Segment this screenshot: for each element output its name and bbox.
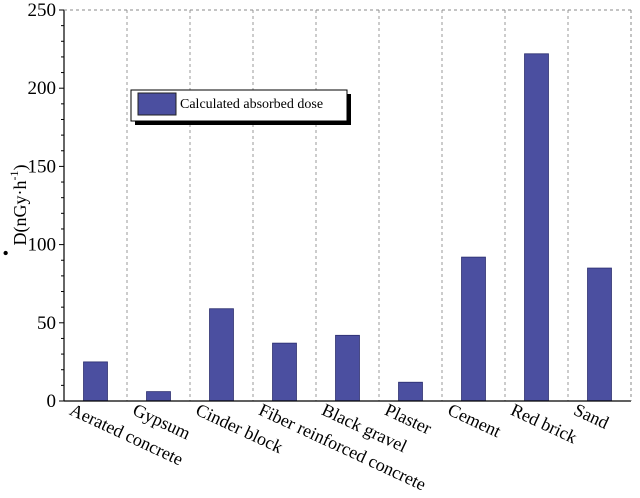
y-axis-label-sup: -1 xyxy=(7,171,21,181)
legend-label: Calculated absorbed dose xyxy=(180,97,323,112)
bar xyxy=(461,256,486,402)
bar xyxy=(272,342,297,402)
bar xyxy=(83,361,108,402)
y-tick-label: 50 xyxy=(37,313,56,334)
y-ticks-group: 0 50 100 150 200 250 xyxy=(28,0,64,412)
bar xyxy=(146,391,171,402)
bar xyxy=(335,334,360,402)
y-tick-label: 100 xyxy=(28,235,57,256)
y-tick-label: 150 xyxy=(28,156,57,177)
axes-group xyxy=(63,9,632,402)
y-axis-label-close: ) xyxy=(10,165,31,171)
y-tick-label: 0 xyxy=(47,391,57,412)
bar xyxy=(209,308,234,402)
y-axis-label-symbol: D xyxy=(10,233,30,246)
bar xyxy=(524,53,549,402)
svg-text:D(nGy·h-1): D(nGy·h-1) xyxy=(7,165,31,246)
x-tick-label: Cement xyxy=(445,399,504,441)
legend-swatch xyxy=(137,92,177,116)
y-tick-label: 200 xyxy=(28,78,57,99)
bar xyxy=(398,381,423,402)
y-axis-label-open: ( xyxy=(10,227,31,233)
bars-group xyxy=(83,53,612,402)
legend: Calculated absorbed dose xyxy=(130,89,351,125)
bar xyxy=(587,267,612,402)
y-tick-label: 250 xyxy=(28,0,57,21)
x-tick-label: Red brick xyxy=(508,399,580,447)
y-axis-label-unit: nGy·h xyxy=(10,181,30,227)
y-axis-label-dot: • xyxy=(0,250,16,256)
vertical-grid-lines xyxy=(126,10,569,401)
y-axis-label: D(nGy·h-1) • xyxy=(0,165,31,257)
